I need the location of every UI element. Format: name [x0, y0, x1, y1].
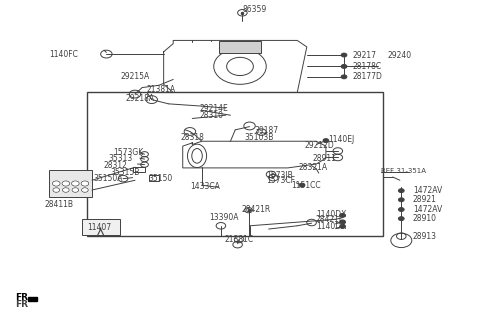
Circle shape: [62, 188, 69, 192]
Text: 29214E: 29214E: [199, 104, 228, 113]
Text: 1472AV: 1472AV: [413, 205, 442, 214]
Text: 1573JB: 1573JB: [266, 171, 293, 180]
Text: 35150: 35150: [148, 174, 173, 183]
Text: 28921: 28921: [413, 195, 437, 204]
Bar: [49, 170, 92, 197]
Text: 21381A: 21381A: [147, 85, 176, 94]
Circle shape: [340, 220, 346, 224]
Text: 28910: 28910: [413, 214, 437, 223]
Text: 29215A: 29215A: [120, 72, 150, 81]
Circle shape: [398, 208, 404, 212]
Text: 39187: 39187: [254, 126, 278, 135]
Circle shape: [398, 189, 404, 193]
Text: 13390A: 13390A: [209, 213, 239, 222]
Circle shape: [398, 217, 404, 221]
Circle shape: [62, 181, 70, 186]
Circle shape: [341, 65, 347, 68]
Text: 28318: 28318: [180, 133, 204, 142]
Bar: [149, 175, 159, 181]
Text: 1573CF: 1573CF: [266, 176, 295, 185]
Circle shape: [341, 53, 347, 57]
Text: 28178C: 28178C: [352, 62, 381, 71]
Text: FR: FR: [15, 293, 28, 302]
Text: 28421R: 28421R: [241, 205, 271, 214]
Text: 28321A: 28321A: [298, 163, 327, 172]
Text: 29212D: 29212D: [304, 141, 334, 150]
Text: 1433CA: 1433CA: [190, 182, 220, 191]
Circle shape: [398, 198, 404, 202]
Text: 35313: 35313: [109, 154, 133, 163]
Text: 28312: 28312: [104, 161, 128, 170]
Text: 28913: 28913: [413, 232, 437, 241]
Text: 28411B: 28411B: [44, 200, 73, 209]
Circle shape: [81, 181, 89, 186]
Bar: [82, 219, 120, 235]
Circle shape: [323, 139, 329, 143]
Text: 29217: 29217: [352, 51, 376, 60]
Bar: [132, 167, 144, 172]
Circle shape: [341, 75, 347, 79]
Text: REF 31-351A: REF 31-351A: [381, 168, 426, 174]
Text: 29218A: 29218A: [125, 94, 155, 103]
Bar: [87, 92, 383, 236]
Text: 28177D: 28177D: [352, 72, 382, 81]
Text: 86359: 86359: [242, 5, 266, 14]
Text: 28911: 28911: [312, 154, 336, 163]
Text: 1472AV: 1472AV: [413, 186, 442, 195]
Bar: [218, 41, 262, 53]
Text: 1573GK: 1573GK: [114, 148, 144, 157]
Text: 1140DX: 1140DX: [316, 210, 346, 219]
Circle shape: [72, 188, 79, 192]
Text: 1140EJ: 1140EJ: [328, 135, 355, 144]
Text: 1151CC: 1151CC: [291, 181, 321, 190]
Polygon shape: [28, 297, 37, 301]
Circle shape: [72, 181, 79, 186]
Circle shape: [82, 188, 88, 192]
Circle shape: [53, 188, 60, 192]
Text: 28310: 28310: [199, 111, 223, 120]
Text: 11407: 11407: [88, 223, 112, 232]
Text: 1140FC: 1140FC: [49, 50, 78, 59]
Circle shape: [340, 224, 346, 228]
Circle shape: [340, 214, 346, 217]
Text: 35150A: 35150A: [93, 174, 122, 183]
Text: 29240: 29240: [388, 51, 412, 60]
Text: 1140DX: 1140DX: [316, 222, 346, 231]
Circle shape: [52, 181, 60, 186]
Text: FR: FR: [15, 300, 28, 309]
Text: 35315B: 35315B: [110, 168, 140, 177]
Circle shape: [299, 183, 305, 187]
Text: 21381C: 21381C: [225, 235, 254, 244]
Text: 28421L: 28421L: [316, 215, 344, 224]
Text: 35103B: 35103B: [245, 133, 274, 142]
